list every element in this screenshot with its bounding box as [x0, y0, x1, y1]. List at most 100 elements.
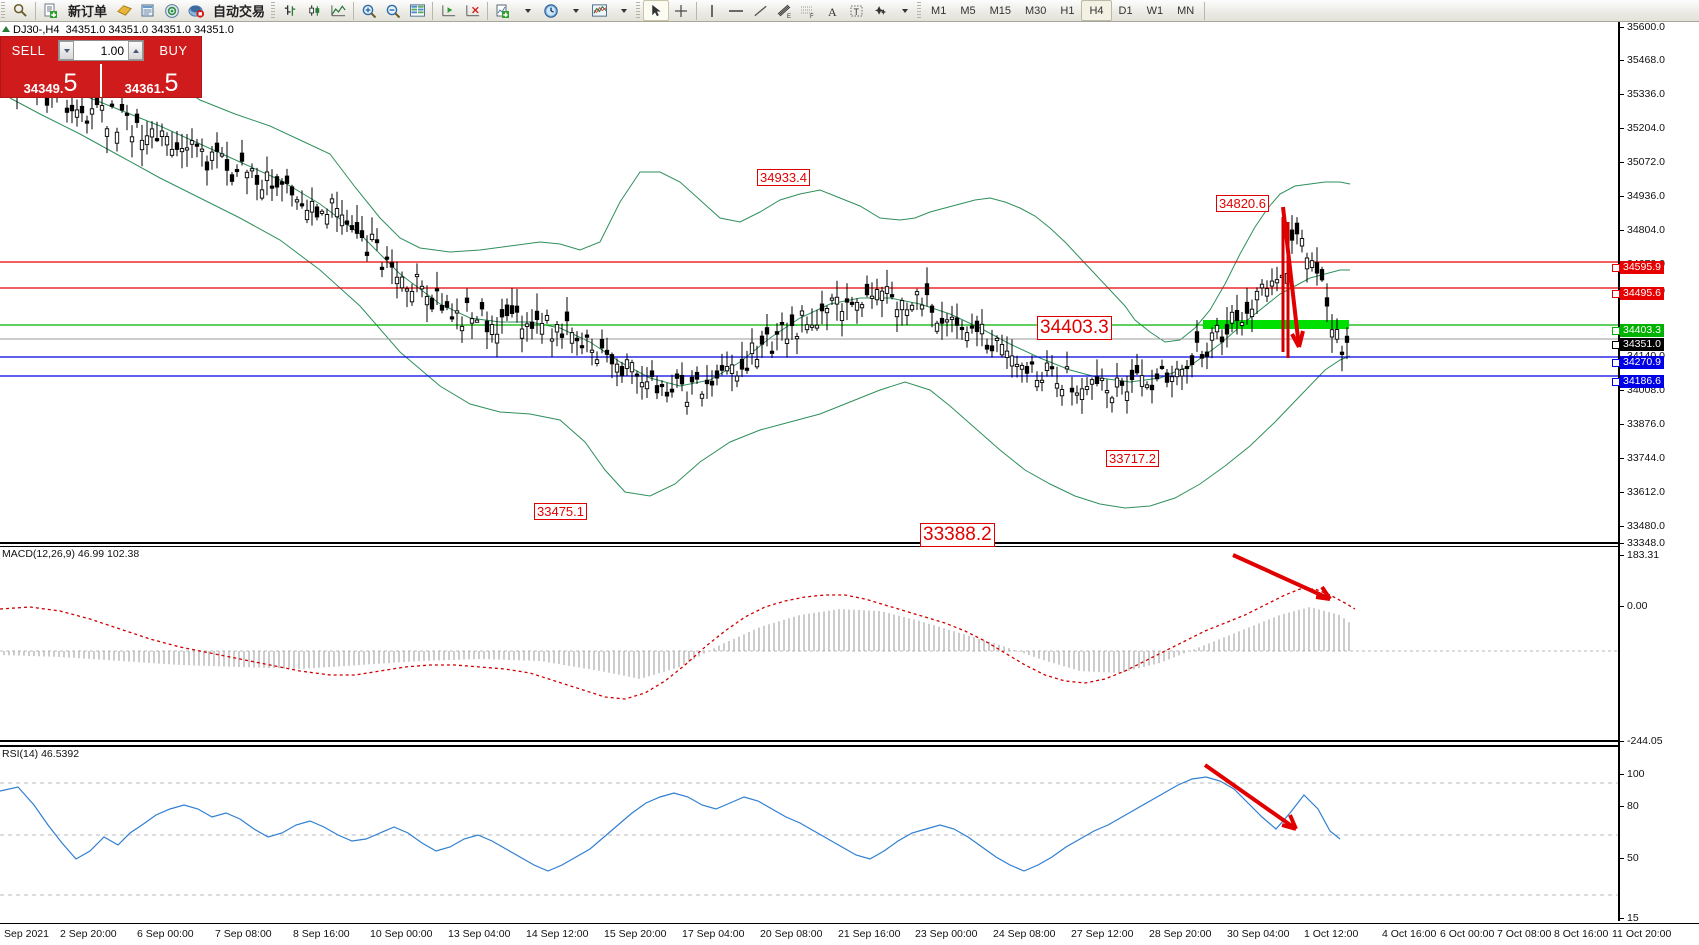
buy-price[interactable]: 34361. 5 — [102, 64, 201, 97]
candle-body — [344, 220, 350, 225]
annot-34820[interactable]: 34820.6 — [1216, 195, 1269, 212]
candle-body — [694, 371, 700, 380]
price-level-badge-support-blue-2[interactable]: 34186.6 — [1620, 375, 1664, 388]
autoscroll-icon[interactable] — [460, 1, 484, 20]
candle-body — [1019, 364, 1025, 370]
price-level-badge-current-price[interactable]: 34351.0 — [1620, 338, 1664, 351]
time-tick-label: 21 Sep 16:00 — [838, 928, 901, 940]
auto-trading-icon[interactable] — [184, 1, 208, 20]
price-level-handle[interactable] — [1612, 327, 1620, 335]
annot-33388[interactable]: 33388.2 — [920, 523, 995, 547]
horizontal-line-icon[interactable] — [724, 1, 748, 20]
annot-33475[interactable]: 33475.1 — [534, 503, 587, 520]
annot-34403[interactable]: 34403.3 — [1037, 316, 1112, 340]
macd-svg — [0, 553, 1618, 700]
candle-body — [504, 304, 510, 317]
zoom-out-icon[interactable] — [381, 1, 405, 20]
time-axis[interactable]: Sep 2021 2 Sep 20:00 6 Sep 00:00 7 Sep 08:0… — [0, 923, 1699, 945]
price-level-handle[interactable] — [1612, 264, 1620, 272]
candle-body — [284, 175, 290, 184]
data-window-icon[interactable] — [136, 1, 160, 20]
timeframe-m1[interactable]: M1 — [931, 4, 947, 17]
annot-34933[interactable]: 34933.4 — [757, 169, 810, 186]
candle-body — [934, 322, 940, 332]
timeframe-d1[interactable]: D1 — [1118, 4, 1133, 17]
cursor-icon[interactable] — [643, 0, 670, 21]
candle-body — [1164, 372, 1170, 383]
price-level-badge-resistance-1[interactable]: 34595.9 — [1620, 261, 1664, 274]
price-level-badge-resistance-2[interactable]: 34495.6 — [1620, 287, 1664, 300]
text-icon[interactable]: A — [820, 1, 844, 20]
new-order-icon[interactable] — [39, 1, 63, 20]
line-chart-icon[interactable] — [326, 1, 350, 20]
templates-dropdown-caret[interactable] — [611, 1, 635, 20]
timeframe-mn[interactable]: MN — [1177, 4, 1195, 17]
shapes-icon[interactable] — [868, 1, 892, 20]
timeframe-m30[interactable]: M30 — [1025, 4, 1047, 17]
volume-value[interactable]: 1.00 — [100, 43, 124, 58]
rsi-pane[interactable]: RSI(14) 46.5392 — [0, 745, 1618, 921]
vertical-line-icon[interactable] — [700, 1, 724, 20]
toolbar-grip[interactable] — [1, 2, 5, 19]
volume-stepper[interactable]: 1.00 — [58, 40, 144, 61]
auto-trading-button[interactable]: 自动交易 — [208, 1, 270, 20]
toolbar-grip-3[interactable] — [636, 2, 641, 19]
rsi-tick — [1620, 858, 1624, 859]
price-level-handle[interactable] — [1612, 341, 1620, 349]
price-level-handle[interactable] — [1612, 378, 1620, 386]
shift-icon[interactable] — [436, 1, 460, 20]
one-click-trading-panel[interactable]: SELL 1.00 BUY 34349. 5 34361. 5 — [0, 36, 202, 98]
trendline-icon[interactable] — [748, 1, 772, 20]
timeframe-h4[interactable]: H4 — [1081, 0, 1112, 21]
toolbar-grip-2[interactable] — [271, 2, 276, 19]
chart-grid-icon[interactable] — [405, 1, 429, 20]
buy-button[interactable]: BUY — [159, 43, 188, 58]
period-dropdown-caret[interactable] — [563, 1, 587, 20]
shapes-dropdown-caret[interactable] — [892, 1, 916, 20]
zoom-in-icon[interactable] — [357, 1, 381, 20]
price-level-badge-support-blue-1[interactable]: 34270.9 — [1620, 356, 1664, 369]
sell-price[interactable]: 34349. 5 — [1, 64, 100, 97]
price-level-handle[interactable] — [1612, 290, 1620, 298]
candle-body — [519, 328, 525, 339]
candle-body — [219, 153, 225, 157]
price-level-handle[interactable] — [1612, 359, 1620, 367]
candle-body — [604, 349, 610, 355]
candle-body — [924, 283, 930, 296]
candlestick-icon[interactable] — [302, 1, 326, 20]
candle-body — [559, 333, 565, 338]
candle-body — [1114, 377, 1120, 388]
text-label-icon[interactable]: T — [844, 1, 868, 20]
crosshair-icon[interactable] — [669, 1, 693, 20]
timeframe-m5[interactable]: M5 — [960, 4, 976, 17]
templates-icon[interactable] — [587, 1, 611, 20]
bar-chart-icon[interactable] — [278, 1, 302, 20]
candle-body — [654, 385, 660, 394]
volume-decrement-button[interactable] — [59, 41, 74, 60]
price-axis[interactable]: 35600.0 35468.0 35336.0 35204.0 35072.0 34936… — [1618, 21, 1699, 943]
time-tick-label: 23 Sep 00:00 — [915, 928, 978, 940]
timeframe-w1[interactable]: W1 — [1146, 4, 1164, 17]
timeframe-m15[interactable]: M15 — [989, 4, 1011, 17]
annot-33717[interactable]: 33717.2 — [1106, 450, 1159, 467]
price-level-badge-support-green[interactable]: 34403.3 — [1620, 324, 1664, 337]
volume-increment-button[interactable] — [128, 41, 143, 60]
candle-body — [104, 128, 110, 137]
new-order-button[interactable]: 新订单 — [63, 1, 112, 20]
period-icon[interactable] — [539, 1, 563, 20]
toolbar-grip-4[interactable] — [917, 2, 922, 19]
fibonacci-icon[interactable]: F — [796, 1, 820, 20]
timeframe-h1[interactable]: H1 — [1060, 4, 1075, 17]
equidistant-channel-icon[interactable]: E — [772, 1, 796, 20]
main-chart-pane[interactable] — [0, 22, 1618, 544]
macd-pane[interactable]: MACD(12,26,9) 46.99 102.38 — [0, 546, 1618, 742]
indicators-icon[interactable] — [491, 1, 515, 20]
magnifier-icon[interactable] — [8, 1, 32, 20]
indicators-dropdown-caret[interactable] — [515, 1, 539, 20]
sell-button[interactable]: SELL — [11, 43, 46, 58]
macd-tick — [1620, 555, 1624, 556]
candle-body — [599, 338, 605, 349]
bollinger-upper — [9, 47, 1351, 343]
expert-advisor-icon[interactable] — [112, 1, 136, 20]
navigator-icon[interactable] — [160, 1, 184, 20]
